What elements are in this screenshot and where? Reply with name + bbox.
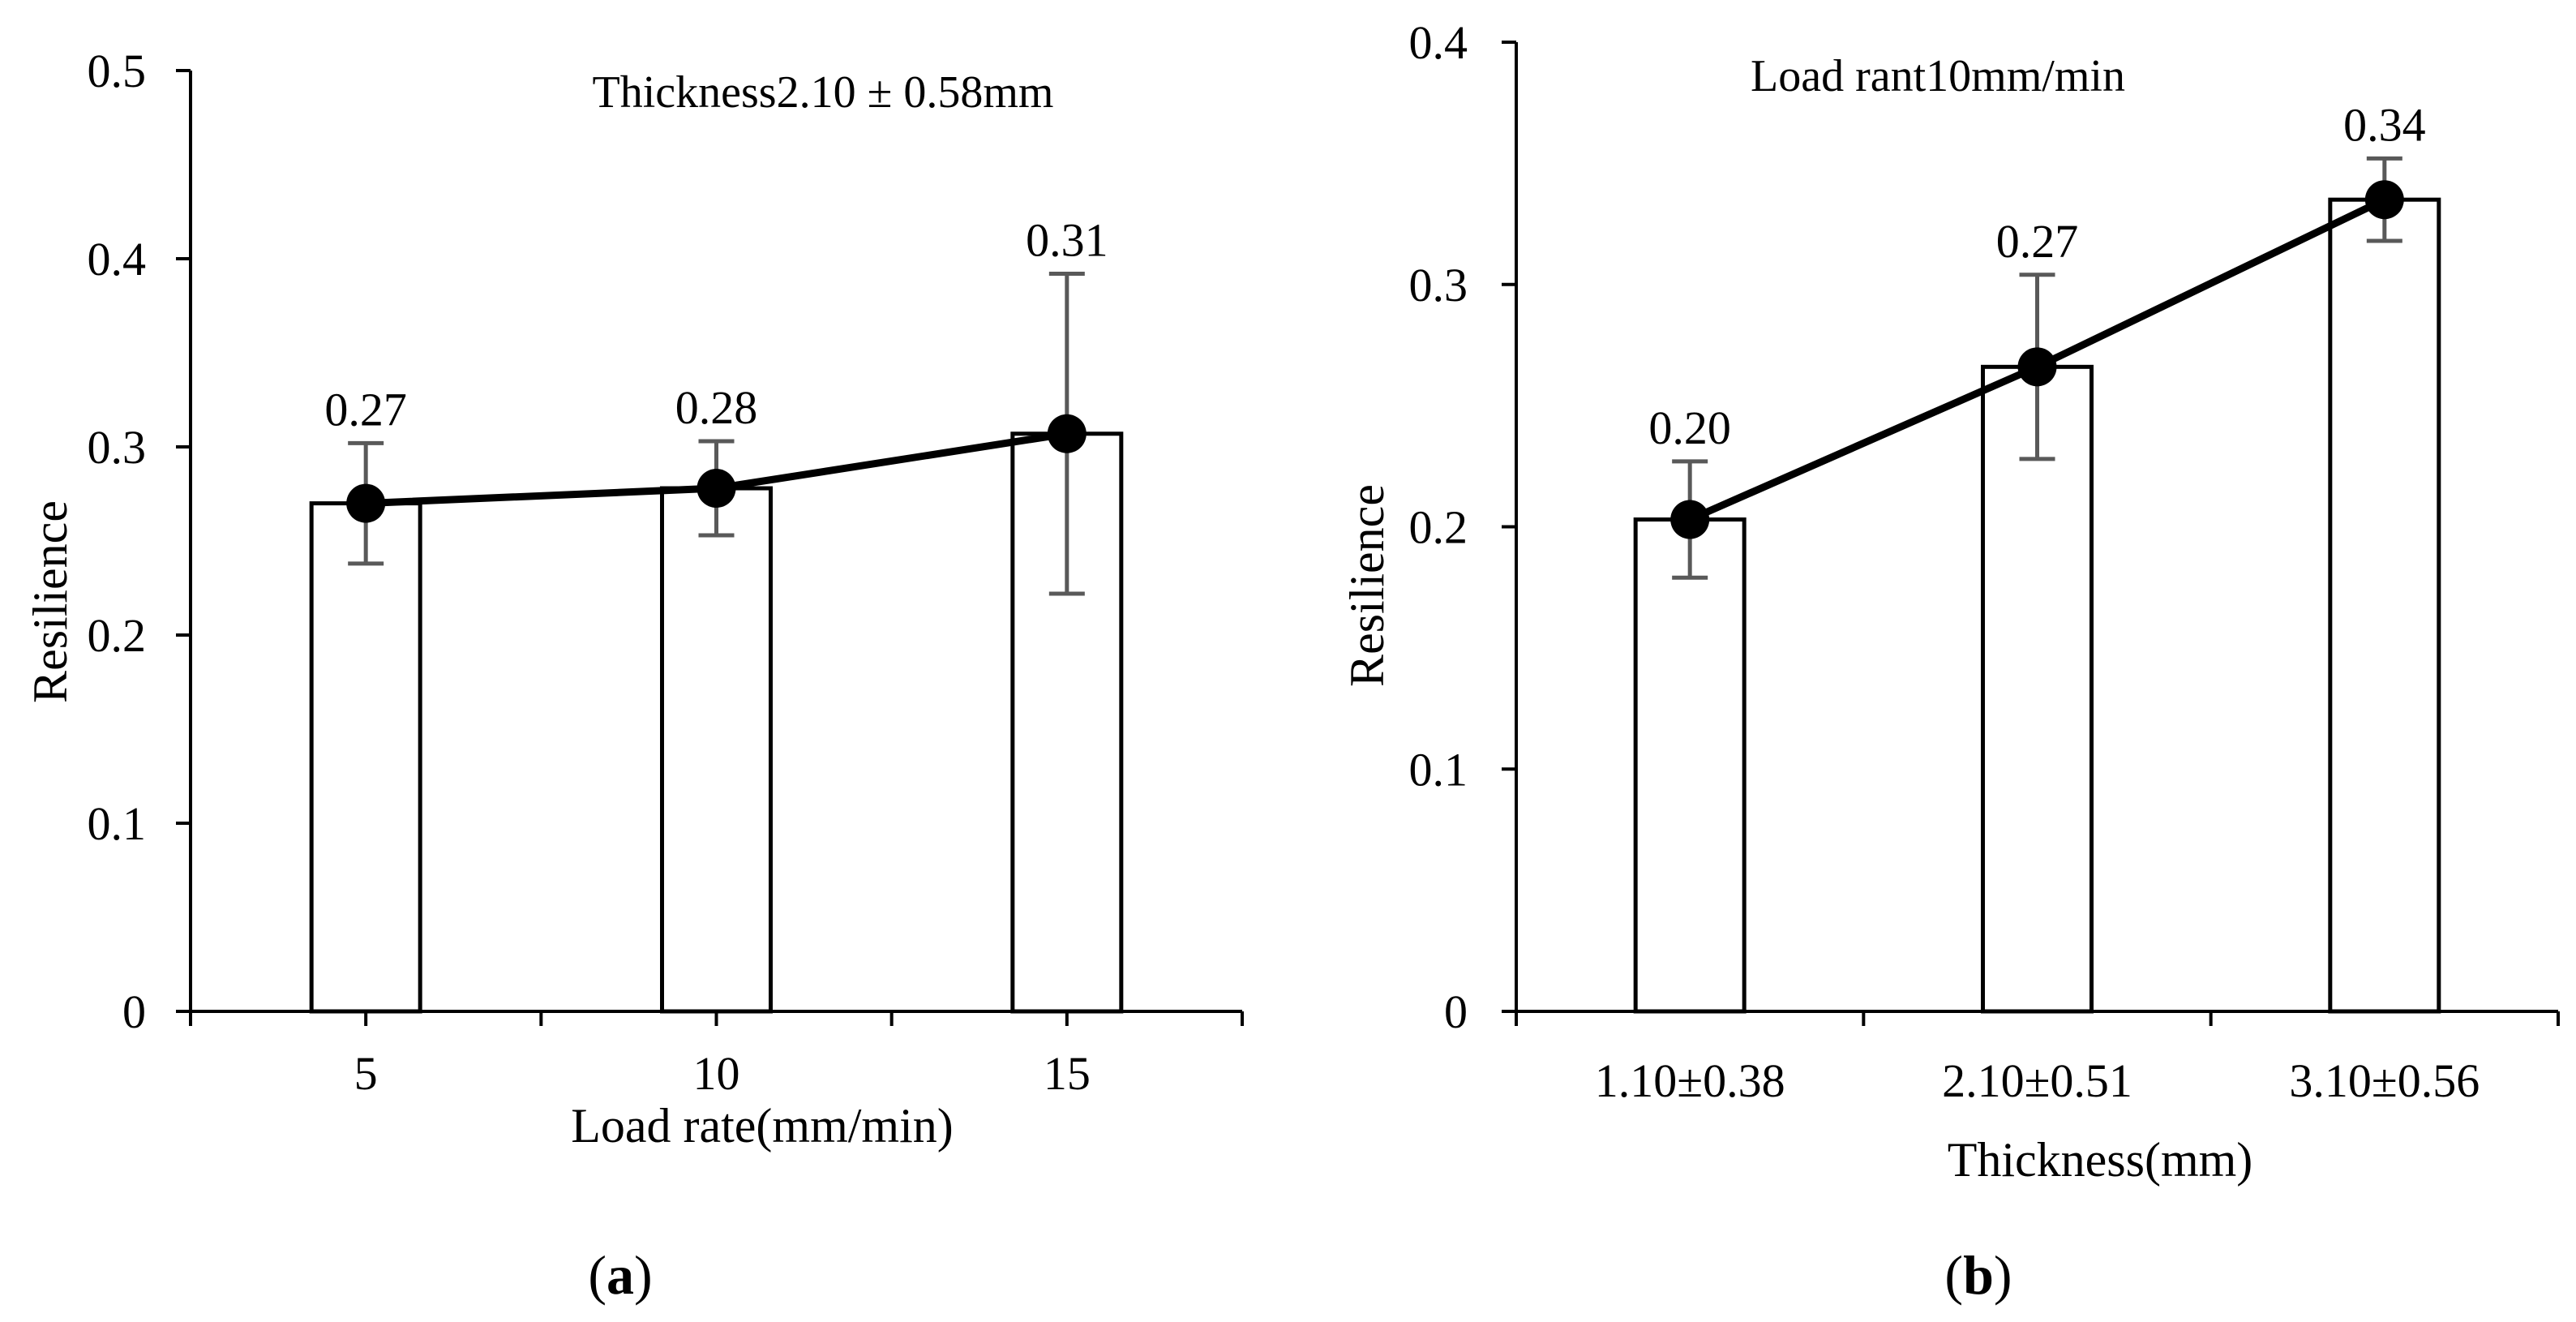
x-tick-label-a: 5 xyxy=(354,1047,378,1100)
bar-b xyxy=(1633,517,1747,1014)
data-point-a xyxy=(1047,414,1087,453)
y-tick-label-b: 0.1 xyxy=(1409,743,1468,796)
chart-panel-a: 0 0.1 0.2 0.3 0.4 0.5 5 10 15 0.27 0.28 0.31 Thickn… xyxy=(24,45,1244,1306)
x-tick-label-a: 15 xyxy=(1044,1047,1091,1100)
y-tick-label-a: 0.2 xyxy=(88,609,147,662)
data-point-a xyxy=(346,483,386,523)
panel-label-a: (a) xyxy=(588,1244,652,1306)
data-label-a: 0.27 xyxy=(324,383,407,436)
plot-area-a: 0 0.1 0.2 0.3 0.4 0.5 5 10 15 0.27 0.28 0.31 xyxy=(88,45,1244,1100)
panel-letter-b: b xyxy=(1963,1244,1994,1306)
x-tick-label-b: 1.10±0.38 xyxy=(1595,1054,1785,1107)
data-label-b: 0.20 xyxy=(1648,401,1731,454)
y-axis-title-b: Resilience xyxy=(1340,484,1394,687)
x-tick-label-b: 3.10±0.56 xyxy=(2289,1054,2480,1107)
bar-a xyxy=(309,501,422,1014)
data-point-b xyxy=(1670,500,1710,539)
y-tick-label-b: 0.3 xyxy=(1409,259,1468,311)
chart-panel-b: 0 0.1 0.2 0.3 0.4 1.10±0.38 2.10±0.51 3.10±0.56… xyxy=(1340,16,2560,1306)
panel-letter-a: a xyxy=(606,1244,634,1306)
x-tick-label-b: 2.10±0.51 xyxy=(1942,1054,2132,1107)
data-label-b: 0.34 xyxy=(2343,98,2426,151)
data-point-b xyxy=(2017,347,2057,387)
x-axis-title-a: Load rate(mm/min) xyxy=(571,1099,954,1152)
y-tick-label-a: 0 xyxy=(122,985,146,1038)
y-tick-label-a: 0.4 xyxy=(88,233,147,285)
annotation-b: Load rant10mm/min xyxy=(1751,51,2125,101)
y-tick-label-a: 0.5 xyxy=(88,45,147,97)
y-tick-label-b: 0 xyxy=(1444,985,1468,1038)
y-axis-title-a: Resilience xyxy=(24,500,77,703)
y-tick-label-a: 0.3 xyxy=(88,421,147,474)
x-axis-title-b: Thickness(mm) xyxy=(1948,1133,2253,1187)
bar-b xyxy=(1981,364,2094,1014)
data-label-b: 0.27 xyxy=(1996,215,2079,268)
data-point-a xyxy=(697,469,736,509)
bar-b xyxy=(2328,197,2441,1014)
plot-area-b: 0 0.1 0.2 0.3 0.4 1.10±0.38 2.10±0.51 3.10±0.56… xyxy=(1409,16,2560,1107)
y-tick-label-b: 0.4 xyxy=(1409,16,1468,69)
x-tick-label-a: 10 xyxy=(693,1047,740,1100)
bar-a xyxy=(660,486,773,1014)
data-point-b xyxy=(2364,180,2404,220)
data-label-a: 0.28 xyxy=(675,381,758,434)
data-label-a: 0.31 xyxy=(1026,214,1108,267)
annotation-a: Thickness2.10 ± 0.58mm xyxy=(593,67,1054,118)
panel-label-b: (b) xyxy=(1944,1244,2012,1306)
y-tick-label-a: 0.1 xyxy=(88,797,147,850)
y-tick-label-b: 0.2 xyxy=(1409,501,1468,554)
